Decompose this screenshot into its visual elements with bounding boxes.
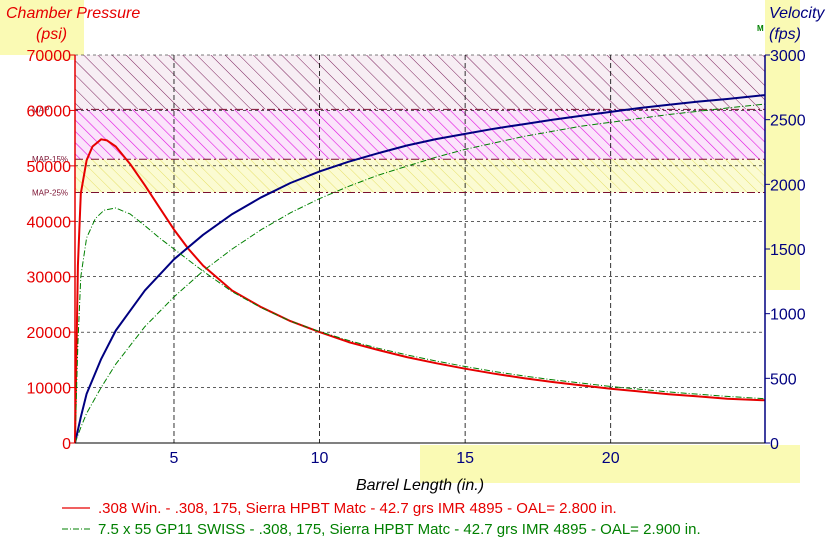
legend-label-series-2: 7.5 x 55 GP11 SWISS - .308, 175, Sierra … xyxy=(98,521,701,538)
zone-map-to-map15-hatch xyxy=(75,109,765,160)
x-tick-label-5: 5 xyxy=(170,450,179,467)
right-tick-label-3000: 3000 xyxy=(770,48,806,65)
bg-panel-bottom xyxy=(420,445,800,483)
legend-label-series-1: .308 Win. - .308, 175, Sierra HPBT Matc … xyxy=(98,500,617,517)
right-tick-label-0: 0 xyxy=(770,436,779,453)
series-2-pressure-line xyxy=(74,207,766,444)
left-tick-label-0: 0 xyxy=(62,436,71,453)
left-tick-label-50000: 50000 xyxy=(27,159,72,176)
reference-label-2: MAP-25% xyxy=(32,188,68,197)
left-tick-label-60000: 60000 xyxy=(27,103,72,120)
reference-lines: MAP MAP-15% MAP-25% xyxy=(32,105,765,197)
reference-label-0: MAP xyxy=(32,105,49,114)
zone-above-map-hatch xyxy=(75,55,765,110)
left-tick-label-30000: 30000 xyxy=(27,270,72,287)
reference-label-1: MAP-15% xyxy=(32,155,68,164)
zone-map15-to-map25-hatch xyxy=(75,159,765,193)
left-tick-label-10000: 10000 xyxy=(27,381,72,398)
right-tick-label-500: 500 xyxy=(770,371,797,388)
left-axis-title: Chamber Pressure xyxy=(6,5,140,22)
pressure-zones xyxy=(75,55,765,193)
right-tick-label-1000: 1000 xyxy=(770,307,806,324)
axis-titles: Chamber Pressure (psi) Velocity (fps) M … xyxy=(6,5,825,494)
x-tick-label-10: 10 xyxy=(311,450,329,467)
right-tick-label-2000: 2000 xyxy=(770,177,806,194)
series-2-velocity-line xyxy=(74,103,766,444)
right-axis-unit: (fps) xyxy=(769,26,801,43)
bg-panel-right xyxy=(765,0,800,290)
series-lines xyxy=(74,94,766,444)
right-axis-title: Velocity xyxy=(769,5,825,22)
x-axis-title: Barrel Length (in.) xyxy=(356,477,484,494)
tick-labels: 0 10000 20000 30000 40000 50000 60000 70000 0 500… xyxy=(27,48,806,467)
right-axis-marker: M xyxy=(757,24,764,33)
right-tick-label-1500: 1500 xyxy=(770,242,806,259)
left-axis-unit: (psi) xyxy=(36,26,67,43)
series-1-velocity-line xyxy=(74,94,766,444)
left-tick-label-40000: 40000 xyxy=(27,214,72,231)
x-tick-label-20: 20 xyxy=(602,450,620,467)
x-tick-label-15: 15 xyxy=(456,450,474,467)
background-panels xyxy=(0,0,800,483)
bg-panel-left-axis xyxy=(37,40,74,60)
legend: .308 Win. - .308, 175, Sierra HPBT Matc … xyxy=(62,500,701,538)
left-tick-label-70000: 70000 xyxy=(27,48,72,65)
right-tick-label-2500: 2500 xyxy=(770,113,806,130)
left-tick-label-20000: 20000 xyxy=(27,325,72,342)
